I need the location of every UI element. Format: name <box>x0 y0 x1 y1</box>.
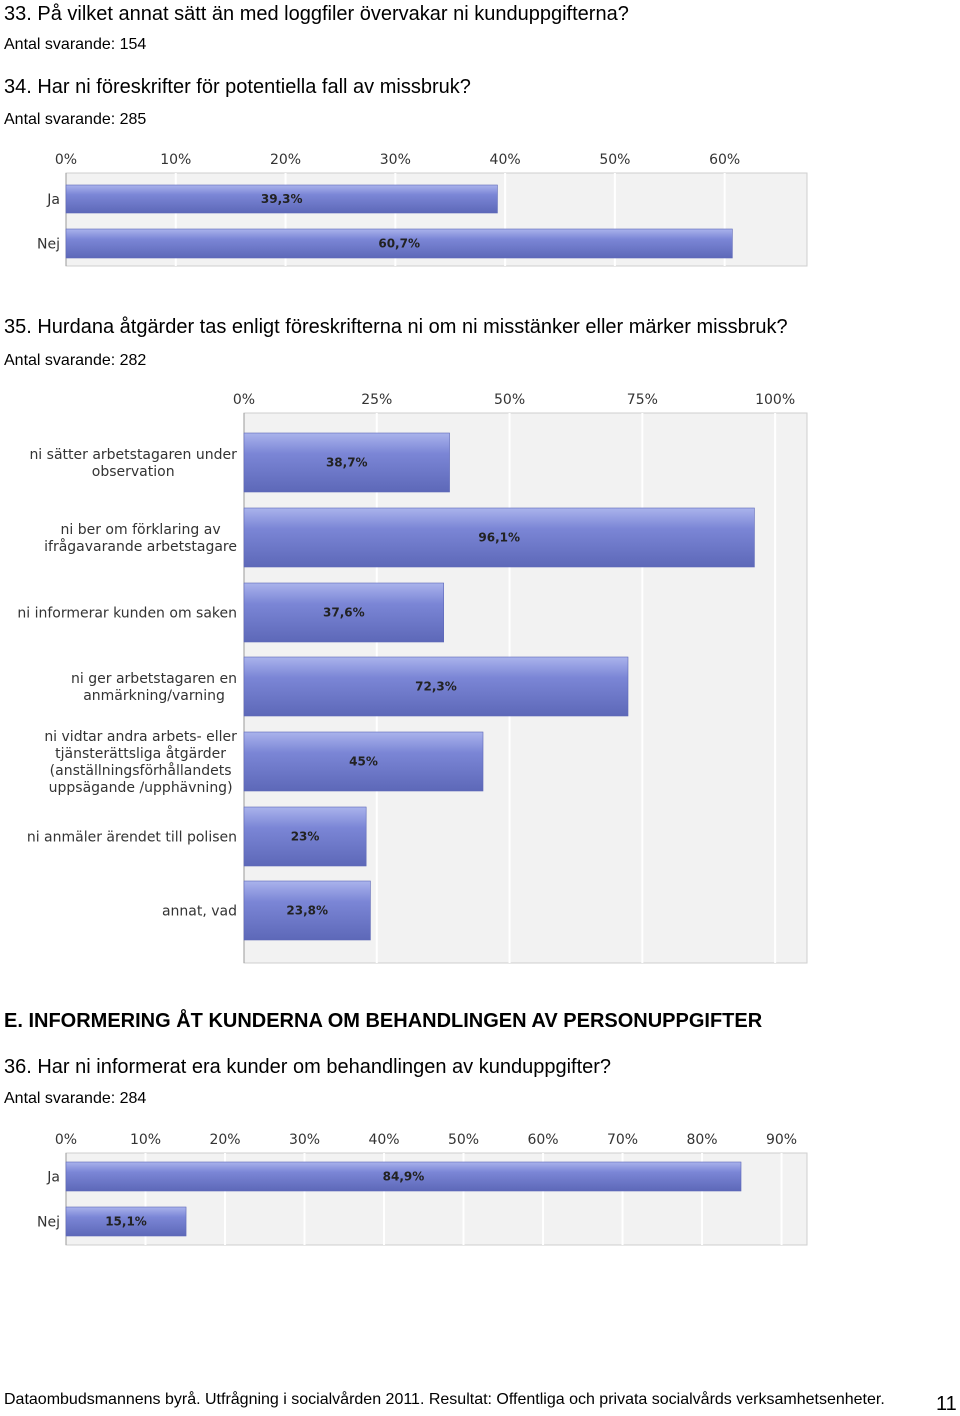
category-label: ni informerar kunden om saken <box>17 606 237 622</box>
bar <box>65 1206 187 1237</box>
bar-value-label: 45% <box>349 755 378 769</box>
bar-value-label: 72,3% <box>415 680 457 694</box>
tick-label: 75% <box>627 392 658 408</box>
bar-value-label: 15,1% <box>105 1215 147 1229</box>
category-label: ni ger arbetstagaren en anmärkning/varnin… <box>71 671 237 704</box>
q36-title: 36. Har ni informerat era kunder om beha… <box>4 1056 612 1078</box>
bar-value-label: 84,9% <box>383 1170 425 1184</box>
bar <box>65 184 498 214</box>
tick-label: 50% <box>448 1132 479 1148</box>
bar <box>243 432 450 493</box>
bar <box>243 507 755 568</box>
tick-label: 70% <box>607 1132 638 1148</box>
tick-label: 80% <box>686 1132 717 1148</box>
tick-label: 25% <box>361 392 392 408</box>
tick-label: 0% <box>233 392 255 408</box>
q34-respondents: Antal svarande: 285 <box>4 111 147 128</box>
footer-text: Dataombudsmannens byrå. Utfrågning i soc… <box>4 1391 885 1408</box>
category-label: ni sätter arbetstagaren under observation <box>29 447 237 480</box>
category-label: Ja <box>46 1170 60 1186</box>
q35-title: 35. Hurdana åtgärder tas enligt föreskri… <box>4 316 788 338</box>
bar-value-label: 23,8% <box>286 904 328 918</box>
q36-respondents: Antal svarande: 284 <box>4 1090 147 1107</box>
category-label: ni anmäler ärendet till polisen <box>27 830 237 846</box>
category-label: Ja <box>46 192 60 208</box>
tick-label: 40% <box>490 152 521 168</box>
category-label: ni ber om förklaring av ifrågavarande arb… <box>44 522 237 555</box>
tick-label: 10% <box>160 152 191 168</box>
bar <box>65 1161 742 1192</box>
bar <box>243 731 484 792</box>
category-label: annat, vad <box>162 904 237 920</box>
tick-label: 20% <box>209 1132 240 1148</box>
section-e-title: E. INFORMERING ÅT KUNDERNA OM BEHANDLING… <box>4 1010 763 1032</box>
tick-label: 60% <box>527 1132 558 1148</box>
tick-label: 90% <box>766 1132 797 1148</box>
tick-label: 0% <box>55 152 77 168</box>
chart-q36: 0% 10% 20% 30% 40% 50% 60% 70% 80% 90% 84,9% Ja 15,1… <box>37 1132 808 1246</box>
bar-value-label: 37,6% <box>323 606 365 620</box>
bar <box>243 582 445 643</box>
tick-label: 50% <box>599 152 630 168</box>
category-label: Nej <box>37 1215 60 1231</box>
tick-label: 30% <box>289 1132 320 1148</box>
chart-q34: 0% 10% 20% 30% 40% 50% 60% 39,3% Ja 60,7% Nej <box>37 152 808 267</box>
page-number: 11 <box>936 1393 957 1415</box>
category-label: Nej <box>37 237 60 253</box>
tick-label: 0% <box>55 1132 77 1148</box>
bar <box>243 656 629 717</box>
chart-q35: 0% 25% 50% 75% 100% 38,7% ni sätter arbetstaga… <box>17 392 808 964</box>
bar-value-label: 38,7% <box>326 456 368 470</box>
tick-label: 50% <box>494 392 525 408</box>
q34-title: 34. Har ni föreskrifter för potentiella … <box>4 76 471 98</box>
bar-value-label: 96,1% <box>478 531 520 545</box>
bar-value-label: 39,3% <box>261 192 303 206</box>
bar <box>243 880 371 941</box>
q33-respondents: Antal svarande: 154 <box>4 36 147 53</box>
bar <box>65 228 733 259</box>
tick-label: 20% <box>270 152 301 168</box>
q33-title: 33. På vilket annat sätt än med loggfile… <box>4 3 629 25</box>
tick-label: 40% <box>368 1132 399 1148</box>
category-label: ni vidtar andra arbets- eller tjänsterätt… <box>44 729 237 796</box>
tick-label: 10% <box>130 1132 161 1148</box>
bar-value-label: 23% <box>291 830 320 844</box>
bar-value-label: 60,7% <box>378 237 420 251</box>
tick-label: 100% <box>755 392 795 408</box>
tick-label: 30% <box>380 152 411 168</box>
bar <box>243 806 367 867</box>
q35-respondents: Antal svarande: 282 <box>4 352 147 369</box>
tick-label: 60% <box>709 152 740 168</box>
